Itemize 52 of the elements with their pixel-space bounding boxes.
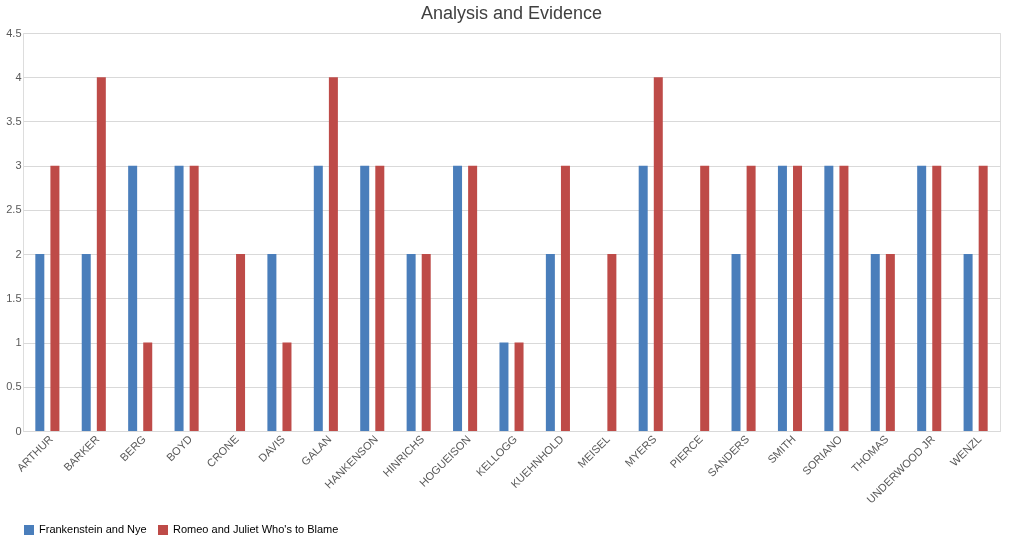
bar xyxy=(499,342,509,431)
bar xyxy=(700,165,710,431)
bar xyxy=(793,165,803,431)
bar xyxy=(731,254,741,431)
bar xyxy=(746,165,756,431)
bar xyxy=(468,165,478,431)
bar xyxy=(189,165,199,431)
bar xyxy=(870,254,880,431)
legend-label: Frankenstein and Nye xyxy=(39,523,147,535)
bar xyxy=(560,165,570,431)
bar xyxy=(824,165,834,431)
legend-label: Romeo and Juliet Who's to Blame xyxy=(173,523,339,535)
bar xyxy=(545,254,555,431)
y-tick-label: 0 xyxy=(15,424,22,437)
bar xyxy=(514,342,524,431)
y-tick-label: 4.5 xyxy=(6,26,22,39)
bar xyxy=(653,77,663,431)
bar xyxy=(963,254,973,431)
bar xyxy=(328,77,338,431)
bar xyxy=(406,254,416,431)
bar xyxy=(375,165,385,431)
bar xyxy=(839,165,849,431)
bar xyxy=(35,254,45,431)
bar xyxy=(313,165,323,431)
bar xyxy=(607,254,617,431)
bar xyxy=(50,165,60,431)
bar xyxy=(777,165,787,431)
bar xyxy=(282,342,292,431)
bar xyxy=(174,165,184,431)
bar xyxy=(932,165,942,431)
y-tick-label: 2.5 xyxy=(6,203,22,216)
y-tick-label: 4 xyxy=(15,70,22,83)
bar xyxy=(978,165,988,431)
bar xyxy=(267,254,277,431)
bar xyxy=(638,165,648,431)
y-tick-label: 2 xyxy=(15,247,22,260)
bar xyxy=(885,254,895,431)
bar xyxy=(917,165,927,431)
y-tick-label: 3 xyxy=(15,159,22,172)
y-tick-label: 0.5 xyxy=(6,380,22,393)
bar xyxy=(453,165,463,431)
bar xyxy=(143,342,153,431)
bar xyxy=(128,165,138,431)
bar xyxy=(81,254,91,431)
y-tick-label: 1 xyxy=(15,336,22,349)
bar xyxy=(96,77,106,431)
bar xyxy=(360,165,370,431)
bar xyxy=(421,254,431,431)
y-tick-label: 1.5 xyxy=(6,291,22,304)
chart-title: Analysis and Evidence xyxy=(420,3,603,23)
y-tick-label: 3.5 xyxy=(6,114,22,127)
bar xyxy=(236,254,246,431)
